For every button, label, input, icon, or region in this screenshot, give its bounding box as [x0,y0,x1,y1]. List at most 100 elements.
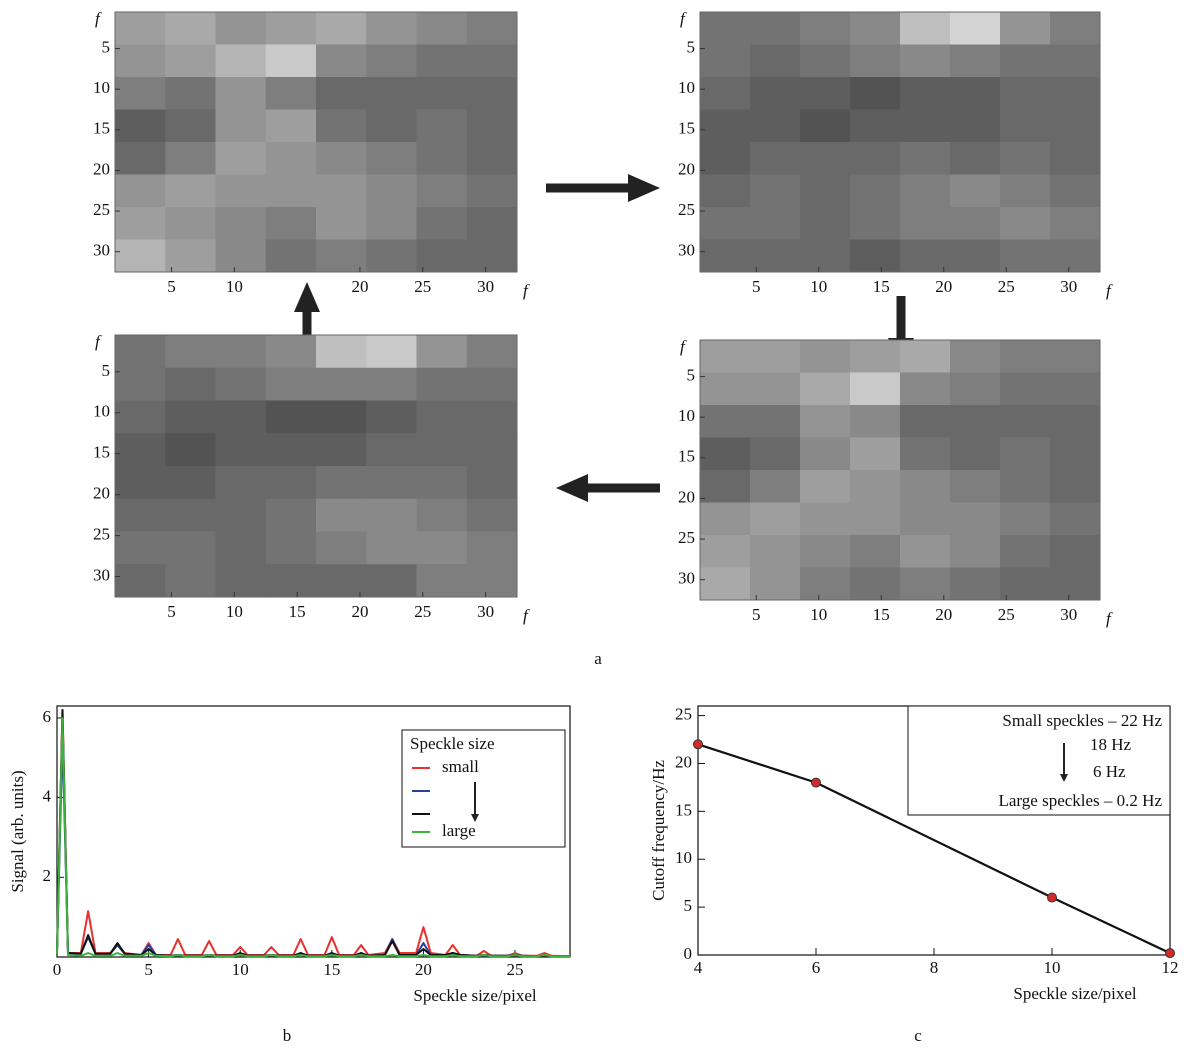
x-tick-label: 20 [415,960,432,979]
y-tick-label: 15 [678,447,695,466]
heat-cell [1050,142,1101,175]
y-tick-label: 30 [678,569,695,588]
heat-cell [115,367,166,401]
x-tick-label: 8 [930,958,939,977]
heat-cell [366,531,417,565]
heat-cell [416,174,468,208]
heat-cell [215,239,267,273]
heat-cell [316,44,367,78]
x-tick-label: 25 [998,605,1015,624]
heat-cell [165,531,216,565]
heat-cell [416,531,468,565]
heat-cell [165,433,216,467]
heat-cell [466,207,518,240]
heat-cell [750,12,801,45]
heat-cell [115,531,166,565]
heat-cell [115,174,166,208]
heat-cell [265,142,317,175]
heat-cell [900,502,951,536]
heat-cell [700,12,751,45]
heat-cell [900,535,951,568]
heat-cell [366,433,417,467]
y-tick-label: 25 [93,525,110,544]
heat-cell [466,433,518,467]
frame [114,334,518,598]
heat-cell [700,239,751,273]
heat-cell [265,498,317,532]
heat-cell [1050,470,1101,503]
heat-cell [265,433,317,467]
heat-cell [1050,437,1101,471]
heat-cell [265,174,317,208]
heat-cell [165,335,216,369]
heat-cell [800,567,851,601]
heat-cell [165,564,216,598]
heat-cell [366,498,417,532]
heat-cell [316,466,367,500]
heat-cell [900,12,951,45]
heat-cell [215,367,267,401]
heat-cell [316,174,367,208]
y-tick-label: 15 [93,443,110,462]
heat-cell [750,44,801,78]
x-tick-label: 5 [167,277,176,296]
heat-cell [950,239,1001,273]
x-axis-label: Speckle size/pixel [413,986,536,1005]
heat-cell [165,498,216,532]
heat-cell [950,77,1001,110]
y-axis-label: Signal (arb. units) [8,770,27,892]
x-tick-label: 20 [351,602,368,621]
heat-cell [366,207,417,240]
heat-cell [900,567,951,601]
heat-cell [850,109,901,143]
heat-cell [416,335,468,369]
heat-cell [750,207,801,240]
heat-cell [700,470,751,503]
heat-cell [1050,239,1101,273]
heat-cell [750,535,801,568]
legend-title: Speckle size [410,734,495,753]
heat-cell [265,12,317,45]
heat-cell [900,437,951,471]
x-tick-label: 0 [53,960,62,979]
heat-cell [466,400,518,434]
heat-cell [466,239,518,273]
heat-cell [115,44,166,78]
heat-cell [316,12,367,45]
y-tick-label: 25 [678,528,695,547]
heat-cell [366,142,417,175]
heat-cell [265,335,317,369]
heat-cell [265,531,317,565]
heat-cell [416,77,468,110]
heat-cell [316,498,367,532]
heat-cell [700,340,751,373]
heat-cell [416,564,468,598]
heat-cell [165,109,216,143]
heat-cell [316,207,367,240]
y-tick-label: 5 [102,361,111,380]
heat-cell [1050,372,1101,406]
heat-cell [265,44,317,78]
heat-cell [416,207,468,240]
y-tick-label: 20 [93,484,110,503]
x-tick-label: 15 [289,602,306,621]
heat-cell [1050,44,1101,78]
frame [114,11,518,273]
heat-cell [165,44,216,78]
heat-cell [215,564,267,598]
heat-cell [215,12,267,45]
heat-cell [1000,340,1051,373]
heat-cell [800,535,851,568]
y-tick-label: 2 [43,866,52,885]
heat-cell [466,44,518,78]
y-tick-label: 4 [43,787,52,806]
heat-cell [1000,12,1051,45]
x-axis-label: f [1106,609,1113,628]
heat-cell [900,142,951,175]
heat-cell [1050,207,1101,240]
y-tick-label: 20 [675,752,692,771]
heat-cell [165,400,216,434]
arrow-head [628,174,660,202]
heat-cell [750,340,801,373]
heat-cell [215,531,267,565]
